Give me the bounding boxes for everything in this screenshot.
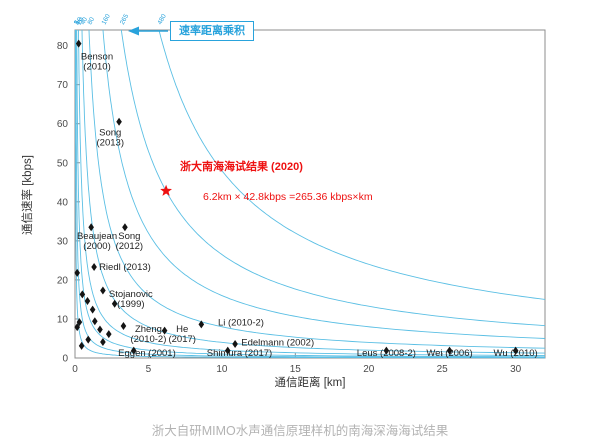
data-point-label: (2013) bbox=[97, 137, 124, 148]
data-point-label: Eggen (2001) bbox=[118, 348, 176, 359]
x-tick-label: 15 bbox=[290, 364, 302, 375]
curve-value-label: 265 bbox=[119, 13, 130, 26]
product-curve bbox=[81, 29, 546, 354]
y-tick-label: 40 bbox=[57, 197, 69, 208]
data-point-label: (2010) bbox=[83, 61, 110, 72]
data-point-label: Leus (2008-2) bbox=[357, 348, 416, 359]
annotation-arrow-head-icon bbox=[128, 26, 139, 36]
curve-value-label: 20 bbox=[76, 16, 86, 26]
x-tick-label: 25 bbox=[437, 364, 449, 375]
product-curve bbox=[75, 30, 545, 358]
x-axis-label: 通信距离 [km] bbox=[274, 377, 346, 389]
highlight-star-marker bbox=[160, 184, 172, 196]
data-point-marker bbox=[75, 39, 82, 48]
data-point-marker bbox=[74, 323, 81, 332]
plot-box bbox=[74, 29, 546, 359]
highlight-result-detail: 6.2km × 42.8kbps =265.36 kbps×km bbox=[203, 191, 373, 203]
curve-value-label: 80 bbox=[87, 16, 97, 26]
data-point-label: Wu (2010) bbox=[494, 348, 538, 359]
data-point-marker bbox=[130, 346, 137, 355]
y-tick-label: 30 bbox=[57, 236, 69, 247]
data-point-marker bbox=[512, 346, 519, 355]
data-point-label: (2017) bbox=[168, 334, 195, 345]
y-axis-label: 通信速率 [kbps] bbox=[22, 155, 34, 235]
data-point-marker bbox=[232, 339, 238, 348]
product-curve bbox=[102, 29, 546, 339]
chart-caption: 浙大自研MIMO水声通信原理样机的南海深海海试结果 bbox=[151, 424, 449, 438]
y-tick-label: 50 bbox=[57, 158, 69, 169]
data-point-marker bbox=[100, 337, 106, 346]
y-tick-label: 20 bbox=[57, 275, 69, 286]
data-point-marker bbox=[446, 346, 453, 355]
data-point-label: (2000) bbox=[83, 241, 110, 252]
product-curve bbox=[120, 29, 546, 327]
data-point-marker bbox=[79, 290, 86, 299]
highlight-result-label: 浙大南海海试结果 (2020) bbox=[180, 161, 303, 173]
data-point-marker bbox=[116, 117, 122, 126]
data-point-marker bbox=[120, 321, 127, 330]
x-tick-label: 20 bbox=[363, 364, 375, 375]
curve-value-label: 40 bbox=[80, 16, 90, 26]
x-tick-label: 30 bbox=[510, 364, 522, 375]
data-point-marker bbox=[111, 299, 118, 308]
data-point-label: Wei (2006) bbox=[426, 348, 472, 359]
data-point-marker bbox=[161, 326, 168, 335]
x-tick-label: 10 bbox=[216, 364, 228, 375]
data-point-marker bbox=[198, 320, 205, 329]
curve-value-label: 2 bbox=[73, 19, 81, 26]
data-point-label: Song bbox=[99, 127, 121, 138]
data-point-label: (2012) bbox=[116, 241, 143, 252]
data-point-label: (2010-2) bbox=[130, 334, 166, 345]
data-point-label: Edelmann (2002) bbox=[241, 338, 314, 349]
data-point-marker bbox=[122, 223, 128, 232]
y-tick-label: 60 bbox=[57, 119, 69, 130]
curve-value-label: 5 bbox=[73, 19, 81, 26]
data-point-label: Stojanovic bbox=[109, 289, 153, 300]
data-point-label: Riedl (2013) bbox=[99, 262, 151, 273]
y-tick-label: 70 bbox=[57, 80, 69, 91]
data-point-label: He bbox=[176, 324, 188, 335]
data-point-label: Shimura (2017) bbox=[207, 348, 272, 359]
x-tick-label: 5 bbox=[146, 364, 152, 375]
data-point-label: Li (2010-2) bbox=[218, 318, 264, 329]
data-point-label: Song bbox=[118, 231, 140, 242]
data-point-marker bbox=[84, 296, 91, 305]
data-point-marker bbox=[74, 268, 81, 277]
y-tick-label: 10 bbox=[57, 314, 69, 325]
data-point-marker bbox=[85, 335, 92, 344]
data-point-marker bbox=[105, 330, 112, 339]
data-point-marker bbox=[76, 318, 83, 327]
data-point-marker bbox=[78, 341, 85, 350]
rate-distance-product-label: 速率距离乘积 bbox=[170, 21, 254, 41]
data-point-marker bbox=[100, 286, 106, 295]
data-point-marker bbox=[97, 325, 103, 334]
x-tick-label: 0 bbox=[72, 364, 78, 375]
y-tick-label: 0 bbox=[62, 354, 68, 365]
product-curve bbox=[88, 29, 546, 349]
data-point-label: (1999) bbox=[117, 299, 144, 310]
data-point-label: Benson bbox=[81, 51, 113, 62]
data-point-marker bbox=[91, 263, 97, 272]
curve-value-label: 480 bbox=[157, 13, 168, 26]
curve-value-label: 10 bbox=[74, 16, 84, 26]
data-point-marker bbox=[224, 346, 231, 355]
data-point-marker bbox=[88, 223, 94, 232]
product-curve bbox=[76, 29, 546, 358]
data-point-label: Zheng bbox=[135, 324, 162, 335]
product-curve bbox=[78, 29, 546, 357]
data-point-marker bbox=[383, 346, 390, 355]
data-point-label: Beaujean bbox=[77, 231, 117, 242]
data-point-marker bbox=[92, 317, 98, 326]
y-tick-label: 80 bbox=[57, 41, 69, 52]
curve-value-label: 160 bbox=[101, 13, 112, 26]
product-curve bbox=[158, 29, 546, 300]
data-point-marker bbox=[89, 305, 96, 314]
product-curve bbox=[74, 29, 546, 359]
